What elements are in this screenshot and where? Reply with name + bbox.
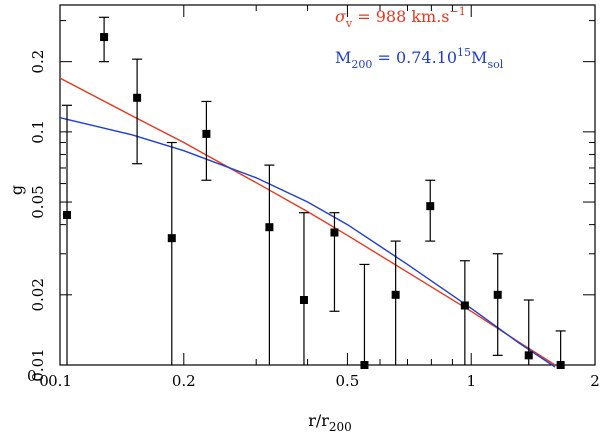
fit-curve-m200 xyxy=(59,117,556,368)
x-tick-label: 1 xyxy=(466,372,476,390)
data-point xyxy=(460,301,469,310)
legend-2-tail-sub: sol xyxy=(487,58,503,71)
data-point xyxy=(556,361,565,369)
legend-m200: M200 = 0.74.1015Msol xyxy=(335,46,504,71)
x-tick-label: 0.5 xyxy=(335,372,359,390)
legend-2-text: = 0.74.10 xyxy=(372,48,457,67)
data-point xyxy=(202,129,211,138)
y-tick-label: 0.02 xyxy=(29,278,47,311)
x-axis-title-sub: 200 xyxy=(329,420,352,434)
legend-1-symbol: σ xyxy=(335,7,347,26)
data-point xyxy=(426,202,435,211)
data-point xyxy=(524,351,533,360)
data-point xyxy=(493,290,502,299)
data-point xyxy=(100,33,109,42)
fit-curve-sigma-v xyxy=(59,77,556,366)
legend-1-sup: −1 xyxy=(450,5,466,18)
y-tick-label: 0.2 xyxy=(29,50,47,74)
y-tick-labels: 0.01 0.02 0.05 0.1 0.2 xyxy=(29,50,47,382)
data-point xyxy=(299,296,308,305)
plot-frame xyxy=(59,4,596,366)
x-tick-label: 2 xyxy=(590,372,600,390)
y-axis-title: g xyxy=(7,185,26,195)
legend-2-symbol: M xyxy=(335,48,351,67)
data-point xyxy=(167,234,176,243)
data-point xyxy=(63,210,72,219)
x-origin-label: 0 xyxy=(39,372,49,390)
legend-1-text: = 988 km.s xyxy=(352,7,449,26)
x-tick-label: 0.1 xyxy=(48,372,72,390)
y-tick-label: 0.01 xyxy=(29,348,47,381)
fit-curves xyxy=(59,77,556,368)
legend-2-tail: M xyxy=(471,48,487,67)
legend-1-symbol-sub: v xyxy=(345,17,353,30)
y-origin-label: 0 xyxy=(27,367,37,385)
legend-2-symbol-sub: 200 xyxy=(351,58,372,71)
data-point xyxy=(133,93,142,102)
legend-sigma-v: σv = 988 km.s−1 xyxy=(335,5,466,30)
y-tick-label: 0.05 xyxy=(29,185,47,218)
data-point xyxy=(360,361,369,369)
data-point xyxy=(391,290,400,299)
legend-2-sup: 15 xyxy=(457,46,471,59)
axis-ticks xyxy=(59,5,596,366)
x-axis-title: r/r200 xyxy=(308,411,352,434)
data-point xyxy=(265,223,274,232)
x-tick-labels: 0.1 0.2 0.5 1 2 xyxy=(48,372,600,390)
data-point xyxy=(330,228,339,237)
x-tick-label: 0.2 xyxy=(172,372,196,390)
x-axis-title-main: r/r xyxy=(308,411,329,430)
data-points xyxy=(62,16,566,369)
y-tick-label: 0.1 xyxy=(29,120,47,144)
